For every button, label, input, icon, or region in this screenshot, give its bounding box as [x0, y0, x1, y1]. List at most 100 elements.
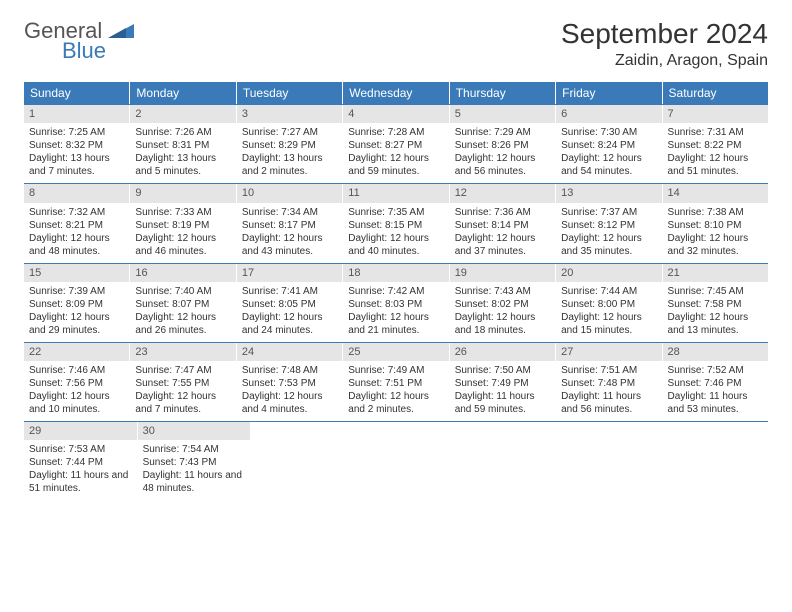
- sunrise-text: Sunrise: 7:27 AM: [242, 126, 337, 139]
- dow-header-cell: Sunday: [24, 82, 130, 104]
- sunrise-text: Sunrise: 7:33 AM: [135, 206, 230, 219]
- sunset-text: Sunset: 7:58 PM: [668, 298, 763, 311]
- sunrise-text: Sunrise: 7:36 AM: [455, 206, 550, 219]
- day-cell: 5Sunrise: 7:29 AMSunset: 8:26 PMDaylight…: [450, 105, 556, 183]
- daylight-text: Daylight: 12 hours and 4 minutes.: [242, 390, 337, 416]
- day-number: 14: [663, 184, 768, 202]
- day-number: 11: [343, 184, 448, 202]
- dow-header-cell: Monday: [130, 82, 236, 104]
- day-number: 22: [24, 343, 129, 361]
- sunset-text: Sunset: 8:27 PM: [348, 139, 443, 152]
- day-cell: 21Sunrise: 7:45 AMSunset: 7:58 PMDayligh…: [663, 264, 768, 342]
- sunset-text: Sunset: 8:07 PM: [135, 298, 230, 311]
- sunrise-text: Sunrise: 7:41 AM: [242, 285, 337, 298]
- day-number: 2: [130, 105, 235, 123]
- sunset-text: Sunset: 8:31 PM: [135, 139, 230, 152]
- daylight-text: Daylight: 12 hours and 54 minutes.: [561, 152, 656, 178]
- daylight-text: Daylight: 11 hours and 59 minutes.: [455, 390, 550, 416]
- sunset-text: Sunset: 7:55 PM: [135, 377, 230, 390]
- flag-icon: [108, 18, 134, 38]
- title-block: September 2024 Zaidin, Aragon, Spain: [561, 18, 768, 70]
- empty-day-cell: [458, 422, 562, 500]
- sunset-text: Sunset: 8:09 PM: [29, 298, 124, 311]
- sunrise-text: Sunrise: 7:54 AM: [143, 443, 246, 456]
- sunrise-text: Sunrise: 7:25 AM: [29, 126, 124, 139]
- daylight-text: Daylight: 12 hours and 32 minutes.: [668, 232, 763, 258]
- dow-header-cell: Friday: [556, 82, 662, 104]
- daylight-text: Daylight: 12 hours and 15 minutes.: [561, 311, 656, 337]
- sunrise-text: Sunrise: 7:52 AM: [668, 364, 763, 377]
- day-number: 8: [24, 184, 129, 202]
- sunrise-text: Sunrise: 7:44 AM: [561, 285, 656, 298]
- header: General Blue September 2024 Zaidin, Arag…: [24, 18, 768, 70]
- day-number: 24: [237, 343, 342, 361]
- sunrise-text: Sunrise: 7:28 AM: [348, 126, 443, 139]
- daylight-text: Daylight: 12 hours and 24 minutes.: [242, 311, 337, 337]
- day-cell: 18Sunrise: 7:42 AMSunset: 8:03 PMDayligh…: [343, 264, 449, 342]
- sunset-text: Sunset: 8:00 PM: [561, 298, 656, 311]
- sunrise-text: Sunrise: 7:50 AM: [455, 364, 550, 377]
- sunset-text: Sunset: 8:24 PM: [561, 139, 656, 152]
- sunrise-text: Sunrise: 7:38 AM: [668, 206, 763, 219]
- sunrise-text: Sunrise: 7:39 AM: [29, 285, 124, 298]
- day-cell: 2Sunrise: 7:26 AMSunset: 8:31 PMDaylight…: [130, 105, 236, 183]
- day-number: 25: [343, 343, 448, 361]
- day-number: 13: [556, 184, 661, 202]
- daylight-text: Daylight: 12 hours and 43 minutes.: [242, 232, 337, 258]
- day-cell: 23Sunrise: 7:47 AMSunset: 7:55 PMDayligh…: [130, 343, 236, 421]
- location-text: Zaidin, Aragon, Spain: [561, 52, 768, 70]
- sunset-text: Sunset: 8:05 PM: [242, 298, 337, 311]
- sunrise-text: Sunrise: 7:48 AM: [242, 364, 337, 377]
- day-cell: 25Sunrise: 7:49 AMSunset: 7:51 PMDayligh…: [343, 343, 449, 421]
- brand-text: General Blue: [24, 18, 134, 62]
- sunrise-text: Sunrise: 7:43 AM: [455, 285, 550, 298]
- sunset-text: Sunset: 8:32 PM: [29, 139, 124, 152]
- sunrise-text: Sunrise: 7:45 AM: [668, 285, 763, 298]
- day-number: 15: [24, 264, 129, 282]
- week-row: 8Sunrise: 7:32 AMSunset: 8:21 PMDaylight…: [24, 183, 768, 262]
- day-number: 1: [24, 105, 129, 123]
- sunset-text: Sunset: 7:48 PM: [561, 377, 656, 390]
- week-row: 1 Sunrise: 7:25 AMSunset: 8:32 PM Daylight…: [24, 104, 768, 183]
- day-number: 27: [556, 343, 661, 361]
- dow-header-cell: Thursday: [450, 82, 556, 104]
- sunset-text: Sunset: 7:44 PM: [29, 456, 132, 469]
- daylight-text: Daylight: 13 hours and 5 minutes.: [135, 152, 230, 178]
- day-cell: 22Sunrise: 7:46 AMSunset: 7:56 PMDayligh…: [24, 343, 130, 421]
- day-number: 17: [237, 264, 342, 282]
- daylight-text: Daylight: 12 hours and 37 minutes.: [455, 232, 550, 258]
- dow-header-cell: Tuesday: [237, 82, 343, 104]
- day-cell: 14 Sunrise: 7:38 AMSunset: 8:10 PMDayligh…: [663, 184, 768, 262]
- daylight-text: Daylight: 12 hours and 48 minutes.: [29, 232, 124, 258]
- sunset-text: Sunset: 8:10 PM: [668, 219, 763, 232]
- daylight-text: Daylight: 12 hours and 2 minutes.: [348, 390, 443, 416]
- sunrise-text: Sunrise: 7:35 AM: [348, 206, 443, 219]
- day-cell: 3Sunrise: 7:27 AMSunset: 8:29 PMDaylight…: [237, 105, 343, 183]
- day-cell: 24Sunrise: 7:48 AMSunset: 7:53 PMDayligh…: [237, 343, 343, 421]
- sunset-text: Sunset: 8:21 PM: [29, 219, 124, 232]
- day-cell: 26Sunrise: 7:50 AMSunset: 7:49 PMDayligh…: [450, 343, 556, 421]
- dow-header-cell: Saturday: [663, 82, 768, 104]
- day-cell: 9Sunrise: 7:33 AMSunset: 8:19 PMDaylight…: [130, 184, 236, 262]
- sunrise-text: Sunrise: 7:37 AM: [561, 206, 656, 219]
- day-number: 20: [556, 264, 661, 282]
- day-number: 3: [237, 105, 342, 123]
- daylight-text: Daylight: 11 hours and 51 minutes.: [29, 469, 132, 495]
- day-number: 4: [343, 105, 448, 123]
- daylight-text: Daylight: 12 hours and 40 minutes.: [348, 232, 443, 258]
- day-number: 21: [663, 264, 768, 282]
- day-number: 6: [556, 105, 661, 123]
- sunset-text: Sunset: 8:14 PM: [455, 219, 550, 232]
- day-number: 16: [130, 264, 235, 282]
- empty-day-cell: [251, 422, 355, 500]
- daylight-text: Daylight: 11 hours and 48 minutes.: [143, 469, 246, 495]
- day-number: 12: [450, 184, 555, 202]
- week-row: 22Sunrise: 7:46 AMSunset: 7:56 PMDayligh…: [24, 342, 768, 421]
- dow-header-row: SundayMondayTuesdayWednesdayThursdayFrid…: [24, 82, 768, 104]
- day-number: 28: [663, 343, 768, 361]
- daylight-text: Daylight: 13 hours and 2 minutes.: [242, 152, 337, 178]
- calendar: SundayMondayTuesdayWednesdayThursdayFrid…: [24, 82, 768, 500]
- day-number: 5: [450, 105, 555, 123]
- sunset-text: Sunset: 8:17 PM: [242, 219, 337, 232]
- empty-day-cell: [562, 422, 666, 500]
